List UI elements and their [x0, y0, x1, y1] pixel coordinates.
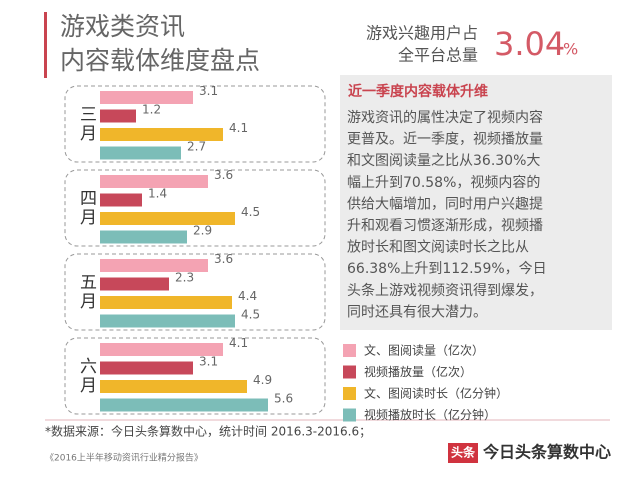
- legend-swatch: [343, 408, 356, 422]
- value-label: 4.5: [241, 308, 260, 322]
- value-label: 1.4: [148, 187, 167, 201]
- panel-line: 66.38%上升到112.59%，今日: [347, 261, 547, 277]
- title-line: 内容载体维度盘点: [60, 46, 260, 75]
- panel-line: 游戏资讯的属性决定了视频内容: [347, 109, 543, 126]
- value-label: 2.7: [187, 140, 206, 154]
- bar: [100, 109, 136, 123]
- logo-badge-text: 头条: [451, 445, 476, 460]
- bar: [100, 296, 232, 309]
- legend-swatch: [343, 387, 356, 400]
- category-label: 六月: [76, 357, 97, 395]
- bar: [100, 91, 193, 104]
- panel-line: 放时长和图文阅读时长之比从: [347, 239, 529, 256]
- value-label: 3.6: [214, 168, 233, 182]
- title-accent: [44, 12, 47, 78]
- bar: [100, 361, 193, 375]
- stat-value: 3.04: [494, 25, 565, 63]
- panel-line: 头条上游戏视频资讯得到爆发，: [347, 282, 543, 299]
- stat-label: 全平台总量: [398, 46, 478, 65]
- group-frame: [64, 169, 326, 247]
- legend-label: 视频播放时长（亿分钟）: [364, 407, 496, 422]
- panel-line: 更普及。近一季度，视频播放量: [347, 132, 543, 148]
- panel-line: 同时还具有很大潜力。: [347, 304, 487, 320]
- legend-swatch: [343, 365, 356, 379]
- bar: [100, 193, 142, 207]
- category-label: 五月: [76, 273, 97, 311]
- value-label: 3.6: [214, 252, 233, 266]
- value-label: 4.5: [241, 205, 260, 219]
- panel-line: 幅上升到70.58%，视频内容的: [347, 174, 540, 191]
- panel-line: 升和观看习惯逐渐形成，视频播: [347, 217, 543, 234]
- text-panel: [340, 75, 612, 330]
- value-label: 1.2: [142, 103, 161, 117]
- category-label: 三月: [76, 105, 97, 143]
- bar: [100, 380, 247, 393]
- title-line: 游戏类资讯: [60, 12, 185, 41]
- bar: [100, 230, 187, 244]
- source-note: *数据来源：今日头条算数中心，统计时间 2016.3-2016.6；: [45, 424, 371, 439]
- report-name: 《2016上半年移动资讯行业精分报告》: [45, 452, 203, 464]
- legend-label: 视频播放量（亿次）: [364, 364, 472, 379]
- value-label: 4.1: [229, 121, 248, 135]
- bar: [100, 175, 208, 188]
- bar: [100, 398, 268, 412]
- group-frame: [64, 337, 326, 415]
- bar: [100, 146, 181, 160]
- group-frame: [64, 253, 326, 331]
- bar: [100, 343, 223, 356]
- value-label: 2.9: [193, 224, 212, 238]
- logo-text: 今日头条算数中心: [482, 443, 611, 462]
- bar: [100, 314, 235, 328]
- legend-swatch: [343, 344, 356, 357]
- bar: [100, 259, 208, 272]
- stat-label: 游戏兴趣用户占: [366, 24, 478, 43]
- group-frame: [64, 85, 326, 163]
- value-label: 4.1: [229, 336, 248, 350]
- category-label: 四月: [76, 189, 97, 227]
- legend-label: 文、图阅读时长（亿分钟）: [364, 386, 508, 401]
- value-label: 4.4: [238, 289, 257, 303]
- value-label: 2.3: [175, 271, 194, 285]
- value-label: 3.1: [199, 84, 218, 98]
- value-label: 3.1: [199, 355, 218, 369]
- value-label: 5.6: [274, 392, 293, 406]
- logo-badge: [448, 443, 478, 463]
- value-label: 4.9: [253, 373, 272, 387]
- stat-unit: %: [563, 40, 578, 59]
- panel-line: 和文图阅读量之比从36.30%大: [347, 152, 540, 169]
- bar: [100, 277, 169, 291]
- panel-line: 供给大幅增加，同时用户兴趣提: [347, 195, 543, 212]
- bar: [100, 128, 223, 141]
- bar: [100, 212, 235, 225]
- panel-heading: 近一季度内容载体升维: [348, 83, 488, 100]
- legend-label: 文、图阅读量（亿次）: [364, 343, 484, 358]
